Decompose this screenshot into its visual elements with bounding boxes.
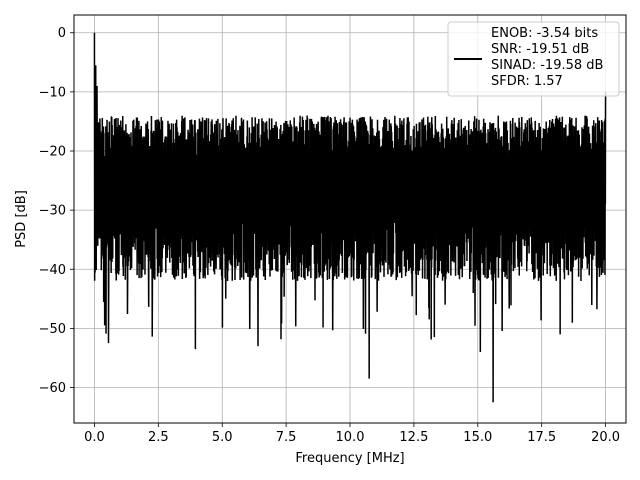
legend-box bbox=[447, 21, 620, 97]
x-tick-label: 17.5 bbox=[527, 430, 556, 445]
legend-entry-sinad: SINAD: -19.58 dB bbox=[491, 58, 603, 73]
y-tick-label: 0 bbox=[58, 26, 66, 41]
legend-entry-snr: SNR: -19.51 dB bbox=[491, 42, 589, 57]
x-tick-label: 0.0 bbox=[84, 430, 105, 445]
y-tick-label: −10 bbox=[39, 85, 66, 100]
y-axis-label: PSD [dB] bbox=[14, 190, 29, 248]
x-tick-label: 7.5 bbox=[276, 430, 297, 445]
y-tick-label: −40 bbox=[39, 263, 66, 278]
psd-trace bbox=[93, 32, 607, 403]
legend-entry-sfdr: SFDR: 1.57 bbox=[491, 74, 563, 89]
y-tick-label: −50 bbox=[39, 322, 66, 337]
x-tick-label: 15.0 bbox=[463, 430, 492, 445]
x-axis-label: Frequency [MHz] bbox=[295, 451, 404, 466]
x-tick-label: 12.5 bbox=[399, 430, 428, 445]
legend-entry-enob: ENOB: -3.54 bits bbox=[491, 26, 598, 41]
x-tick-label: 5.0 bbox=[212, 430, 233, 445]
y-tick-label: −60 bbox=[39, 381, 66, 396]
x-tick-label: 10.0 bbox=[336, 430, 365, 445]
y-tick-label: −30 bbox=[39, 204, 66, 219]
legend: ENOB: -3.54 bits SNR: -19.51 dB SINAD: -… bbox=[447, 21, 620, 97]
x-tick-label: 20.0 bbox=[591, 430, 620, 445]
y-axis-ticks: 0 −10 −20 −30 −40 −50 −60 bbox=[39, 26, 74, 396]
y-tick-label: −20 bbox=[39, 145, 66, 160]
x-axis-ticks: 0.0 2.5 5.0 7.5 10.0 12.5 15.0 17.5 20.0 bbox=[84, 423, 620, 445]
psd-series-line bbox=[93, 32, 607, 403]
x-tick-label: 2.5 bbox=[148, 430, 169, 445]
